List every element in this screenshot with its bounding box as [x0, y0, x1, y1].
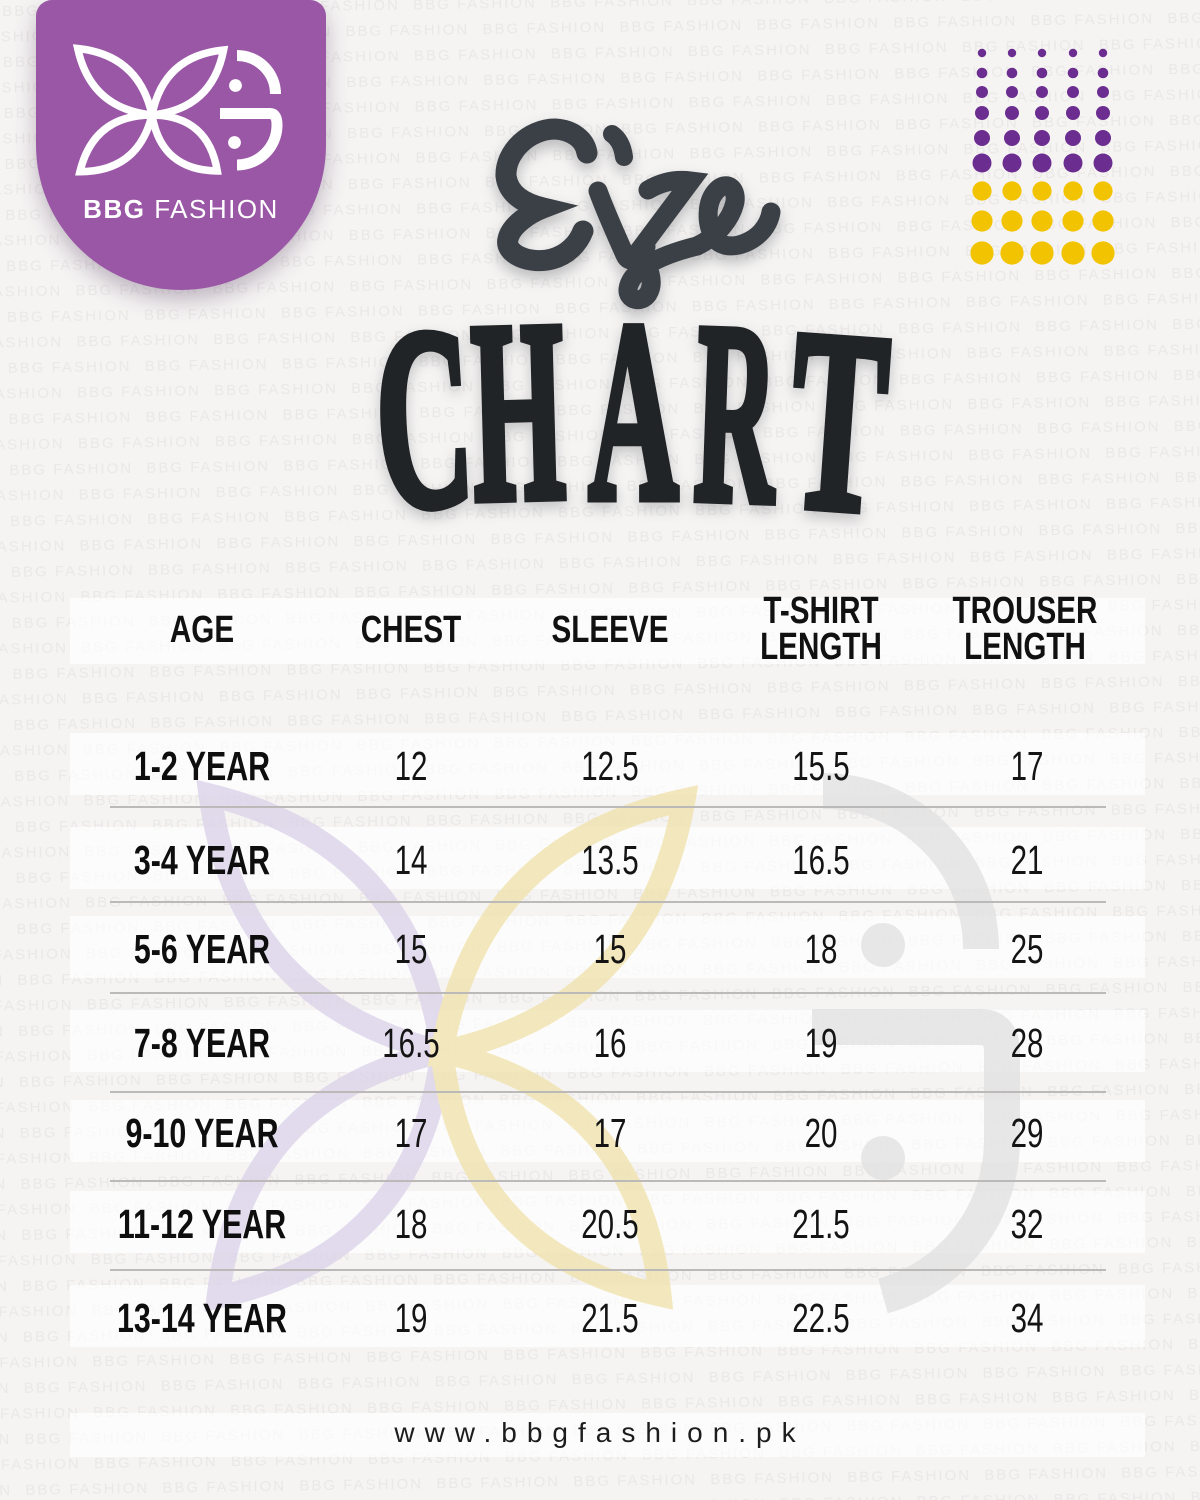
svg-text:H: H [468, 280, 568, 540]
svg-text:T: T [781, 280, 895, 540]
svg-text:A: A [588, 280, 678, 540]
svg-text:R: R [691, 280, 783, 540]
svg-text:C: C [369, 280, 479, 540]
